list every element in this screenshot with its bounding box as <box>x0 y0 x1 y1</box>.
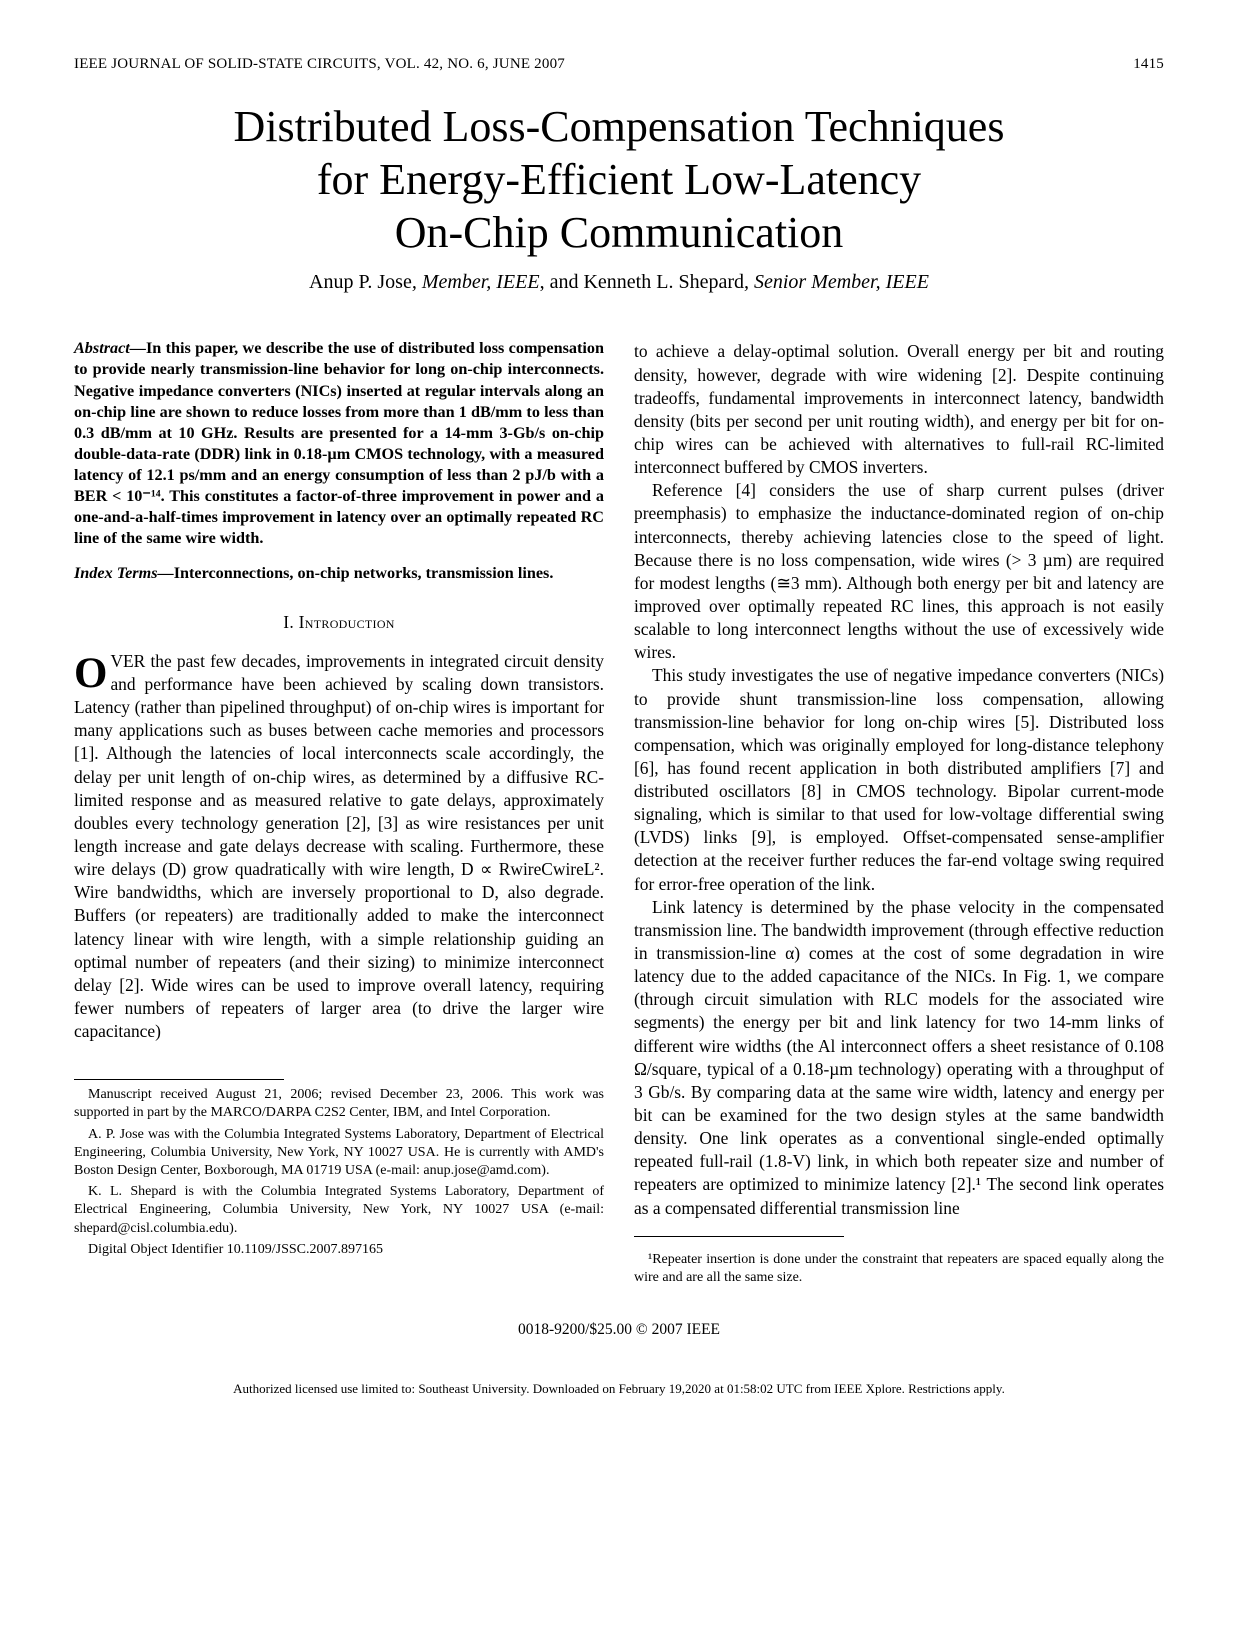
two-column-body: Abstract—In this paper, we describe the … <box>74 338 1164 1300</box>
index-terms-label: Index Terms— <box>74 564 174 582</box>
intro-paragraph-1: OVER the past few decades, improvements … <box>74 650 604 1043</box>
right-footnote-separator <box>634 1236 844 1237</box>
right-p1: to achieve a delay-optimal solution. Ove… <box>634 340 1164 479</box>
paper-title: Distributed Loss-Compensation Techniques… <box>164 101 1074 259</box>
abstract-block: Abstract—In this paper, we describe the … <box>74 338 604 549</box>
authors-line: Anup P. Jose, Member, IEEE, and Kenneth … <box>74 271 1164 294</box>
title-line-1: Distributed Loss-Compensation Techniques <box>234 102 1005 151</box>
right-p3: This study investigates the use of negat… <box>634 664 1164 895</box>
page: IEEE JOURNAL OF SOLID-STATE CIRCUITS, VO… <box>0 0 1238 1651</box>
section-heading-introduction: I. Introduction <box>74 611 604 634</box>
left-column: Abstract—In this paper, we describe the … <box>74 338 604 1300</box>
author-sep: , and <box>540 271 584 293</box>
copyright-line: 0018-9200/$25.00 © 2007 IEEE <box>74 1321 1164 1339</box>
footnote-doi: Digital Object Identifier 10.1109/JSSC.2… <box>74 1241 604 1259</box>
right-footnote-1: ¹Repeater insertion is done under the co… <box>634 1251 1164 1287</box>
license-footer: Authorized licensed use limited to: Sout… <box>74 1381 1164 1397</box>
right-column: to achieve a delay-optimal solution. Ove… <box>634 338 1164 1300</box>
dropcap-letter: O <box>74 652 110 693</box>
author-2-name: Kenneth L. Shepard <box>583 271 744 293</box>
footnote-manuscript: Manuscript received August 21, 2006; rev… <box>74 1086 604 1122</box>
footnote-author-shepard: K. L. Shepard is with the Columbia Integ… <box>74 1183 604 1238</box>
footnote-author-jose: A. P. Jose was with the Columbia Integra… <box>74 1126 604 1181</box>
footnotes-block: Manuscript received August 21, 2006; rev… <box>74 1086 604 1259</box>
running-header: IEEE JOURNAL OF SOLID-STATE CIRCUITS, VO… <box>74 56 1164 73</box>
index-terms-block: Index Terms—Interconnections, on-chip ne… <box>74 563 604 585</box>
intro-p1-text: VER the past few decades, improvements i… <box>74 651 604 1041</box>
author-1-name: Anup P. Jose <box>309 271 412 293</box>
abstract-text: In this paper, we describe the use of di… <box>74 339 604 547</box>
right-p4: Link latency is determined by the phase … <box>634 896 1164 1220</box>
right-p2: Reference [4] considers the use of sharp… <box>634 479 1164 664</box>
abstract-label: Abstract— <box>74 339 146 357</box>
title-line-3: On-Chip Communication <box>395 208 844 257</box>
author-1-role: , Member, IEEE <box>412 271 540 293</box>
journal-info: IEEE JOURNAL OF SOLID-STATE CIRCUITS, VO… <box>74 56 565 73</box>
title-line-2: for Energy-Efficient Low-Latency <box>317 155 921 204</box>
author-2-role: , Senior Member, IEEE <box>744 271 929 293</box>
footnote-separator <box>74 1079 284 1080</box>
page-number: 1415 <box>1133 56 1164 73</box>
index-terms-text: Interconnections, on-chip networks, tran… <box>174 564 554 582</box>
